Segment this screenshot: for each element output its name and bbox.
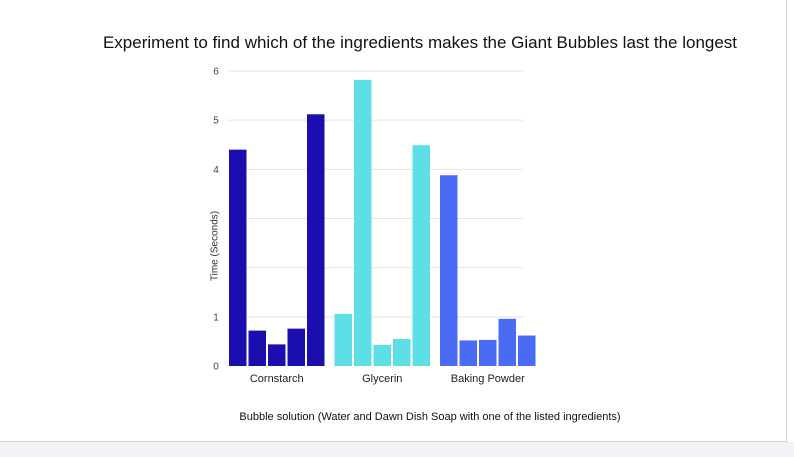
bar-glycerin [354,79,372,366]
bar-cornstarch [287,328,305,366]
window-bottom-strip [0,442,794,457]
bar-baking-powder [440,175,458,366]
bar-cornstarch [268,344,286,366]
y-tick-label: 6 [213,67,219,78]
bar-baking-powder [518,335,536,366]
y-tick-label: 4 [213,165,219,176]
x-category-label: Baking Powder [451,373,525,385]
bar-glycerin [373,344,391,366]
bar-baking-powder [498,318,516,366]
x-category-label: Glycerin [362,373,402,385]
x-axis-label: Bubble solution (Water and Dawn Dish Soa… [239,411,621,423]
bar-cornstarch [229,149,247,366]
chart-title: Experiment to find which of the ingredie… [102,33,738,52]
bar-glycerin [412,145,430,366]
y-tick-label: 1 [213,312,219,323]
bar-cornstarch [248,330,266,366]
bar-baking-powder [479,339,497,366]
bar-glycerin [393,338,411,366]
x-category-label: Cornstarch [250,373,304,385]
y-tick-label: 5 [213,116,219,127]
bar-glycerin [334,313,352,366]
chart-frame [0,0,787,442]
bar-baking-powder [459,340,477,366]
bar-cornstarch [307,114,325,367]
y-tick-label: 0 [213,362,219,373]
